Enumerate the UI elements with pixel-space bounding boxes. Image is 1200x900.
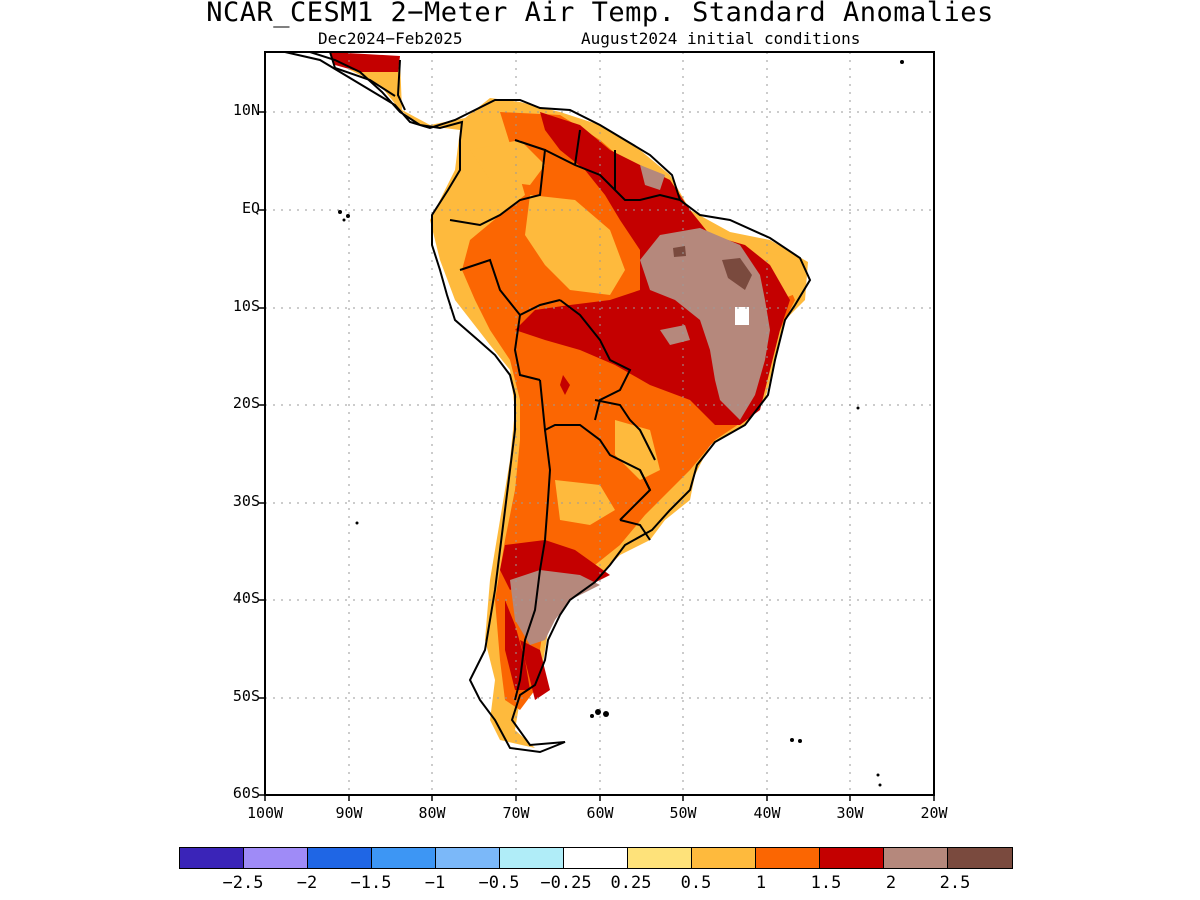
chart-title: NCAR_CESM1 2−Meter Air Temp. Standard An… — [206, 0, 994, 28]
colorbar-tick: −2.5 — [222, 873, 264, 893]
lat-label-10s: 10S — [232, 297, 260, 315]
colorbar-tick: 2 — [885, 873, 897, 893]
colorbar-tick: 0.5 — [680, 873, 712, 893]
colorbar-swatch — [756, 848, 820, 868]
lon-label-90w: 90W — [335, 804, 363, 822]
colorbar-swatch — [244, 848, 308, 868]
colorbar-tick: 1 — [755, 873, 767, 893]
colorbar-swatch — [692, 848, 756, 868]
colorbar-tick: −2 — [296, 873, 318, 893]
initial-conditions: August2024 initial conditions — [581, 29, 861, 48]
colorbar-tick: 2.5 — [939, 873, 971, 893]
lat-label-50s: 50S — [232, 687, 260, 705]
lon-label-50w: 50W — [669, 804, 697, 822]
colorbar-swatch — [500, 848, 564, 868]
colorbar-tick: 0.25 — [610, 873, 652, 893]
colorbar-swatch — [820, 848, 884, 868]
lon-label-60w: 60W — [586, 804, 614, 822]
lat-label-20s: 20S — [232, 394, 260, 412]
forecast-period: Dec2024−Feb2025 — [318, 29, 463, 48]
colorbar — [179, 847, 1013, 869]
colorbar-tick: −0.5 — [478, 873, 520, 893]
colorbar-swatch — [372, 848, 436, 868]
lat-label-60s: 60S — [232, 784, 260, 802]
colorbar-swatch — [436, 848, 500, 868]
colorbar-swatch — [628, 848, 692, 868]
colorbar-swatch — [180, 848, 244, 868]
lat-label-eq: EQ — [241, 199, 260, 217]
colorbar-tick: −0.25 — [540, 873, 592, 893]
colorbar-tick: 1.5 — [810, 873, 842, 893]
colorbar-tick: −1 — [424, 873, 446, 893]
lon-label-70w: 70W — [502, 804, 530, 822]
coastlines — [284, 52, 812, 754]
colorbar-tick: −1.5 — [350, 873, 392, 893]
lon-label-100w: 100W — [246, 804, 284, 822]
lat-label-10n: 10N — [232, 101, 260, 119]
lon-label-30w: 30W — [836, 804, 864, 822]
lon-label-80w: 80W — [418, 804, 446, 822]
axis-ticks — [259, 111, 935, 801]
colorbar-swatch — [308, 848, 372, 868]
colorbar-swatch — [948, 848, 1012, 868]
lat-label-30s: 30S — [232, 492, 260, 510]
lon-label-20w: 20W — [920, 804, 948, 822]
islands — [338, 60, 904, 787]
colorbar-swatch — [564, 848, 628, 868]
lon-label-40w: 40W — [753, 804, 781, 822]
anomaly-shading — [330, 52, 808, 748]
lat-label-40s: 40S — [232, 589, 260, 607]
colorbar-swatch — [884, 848, 948, 868]
